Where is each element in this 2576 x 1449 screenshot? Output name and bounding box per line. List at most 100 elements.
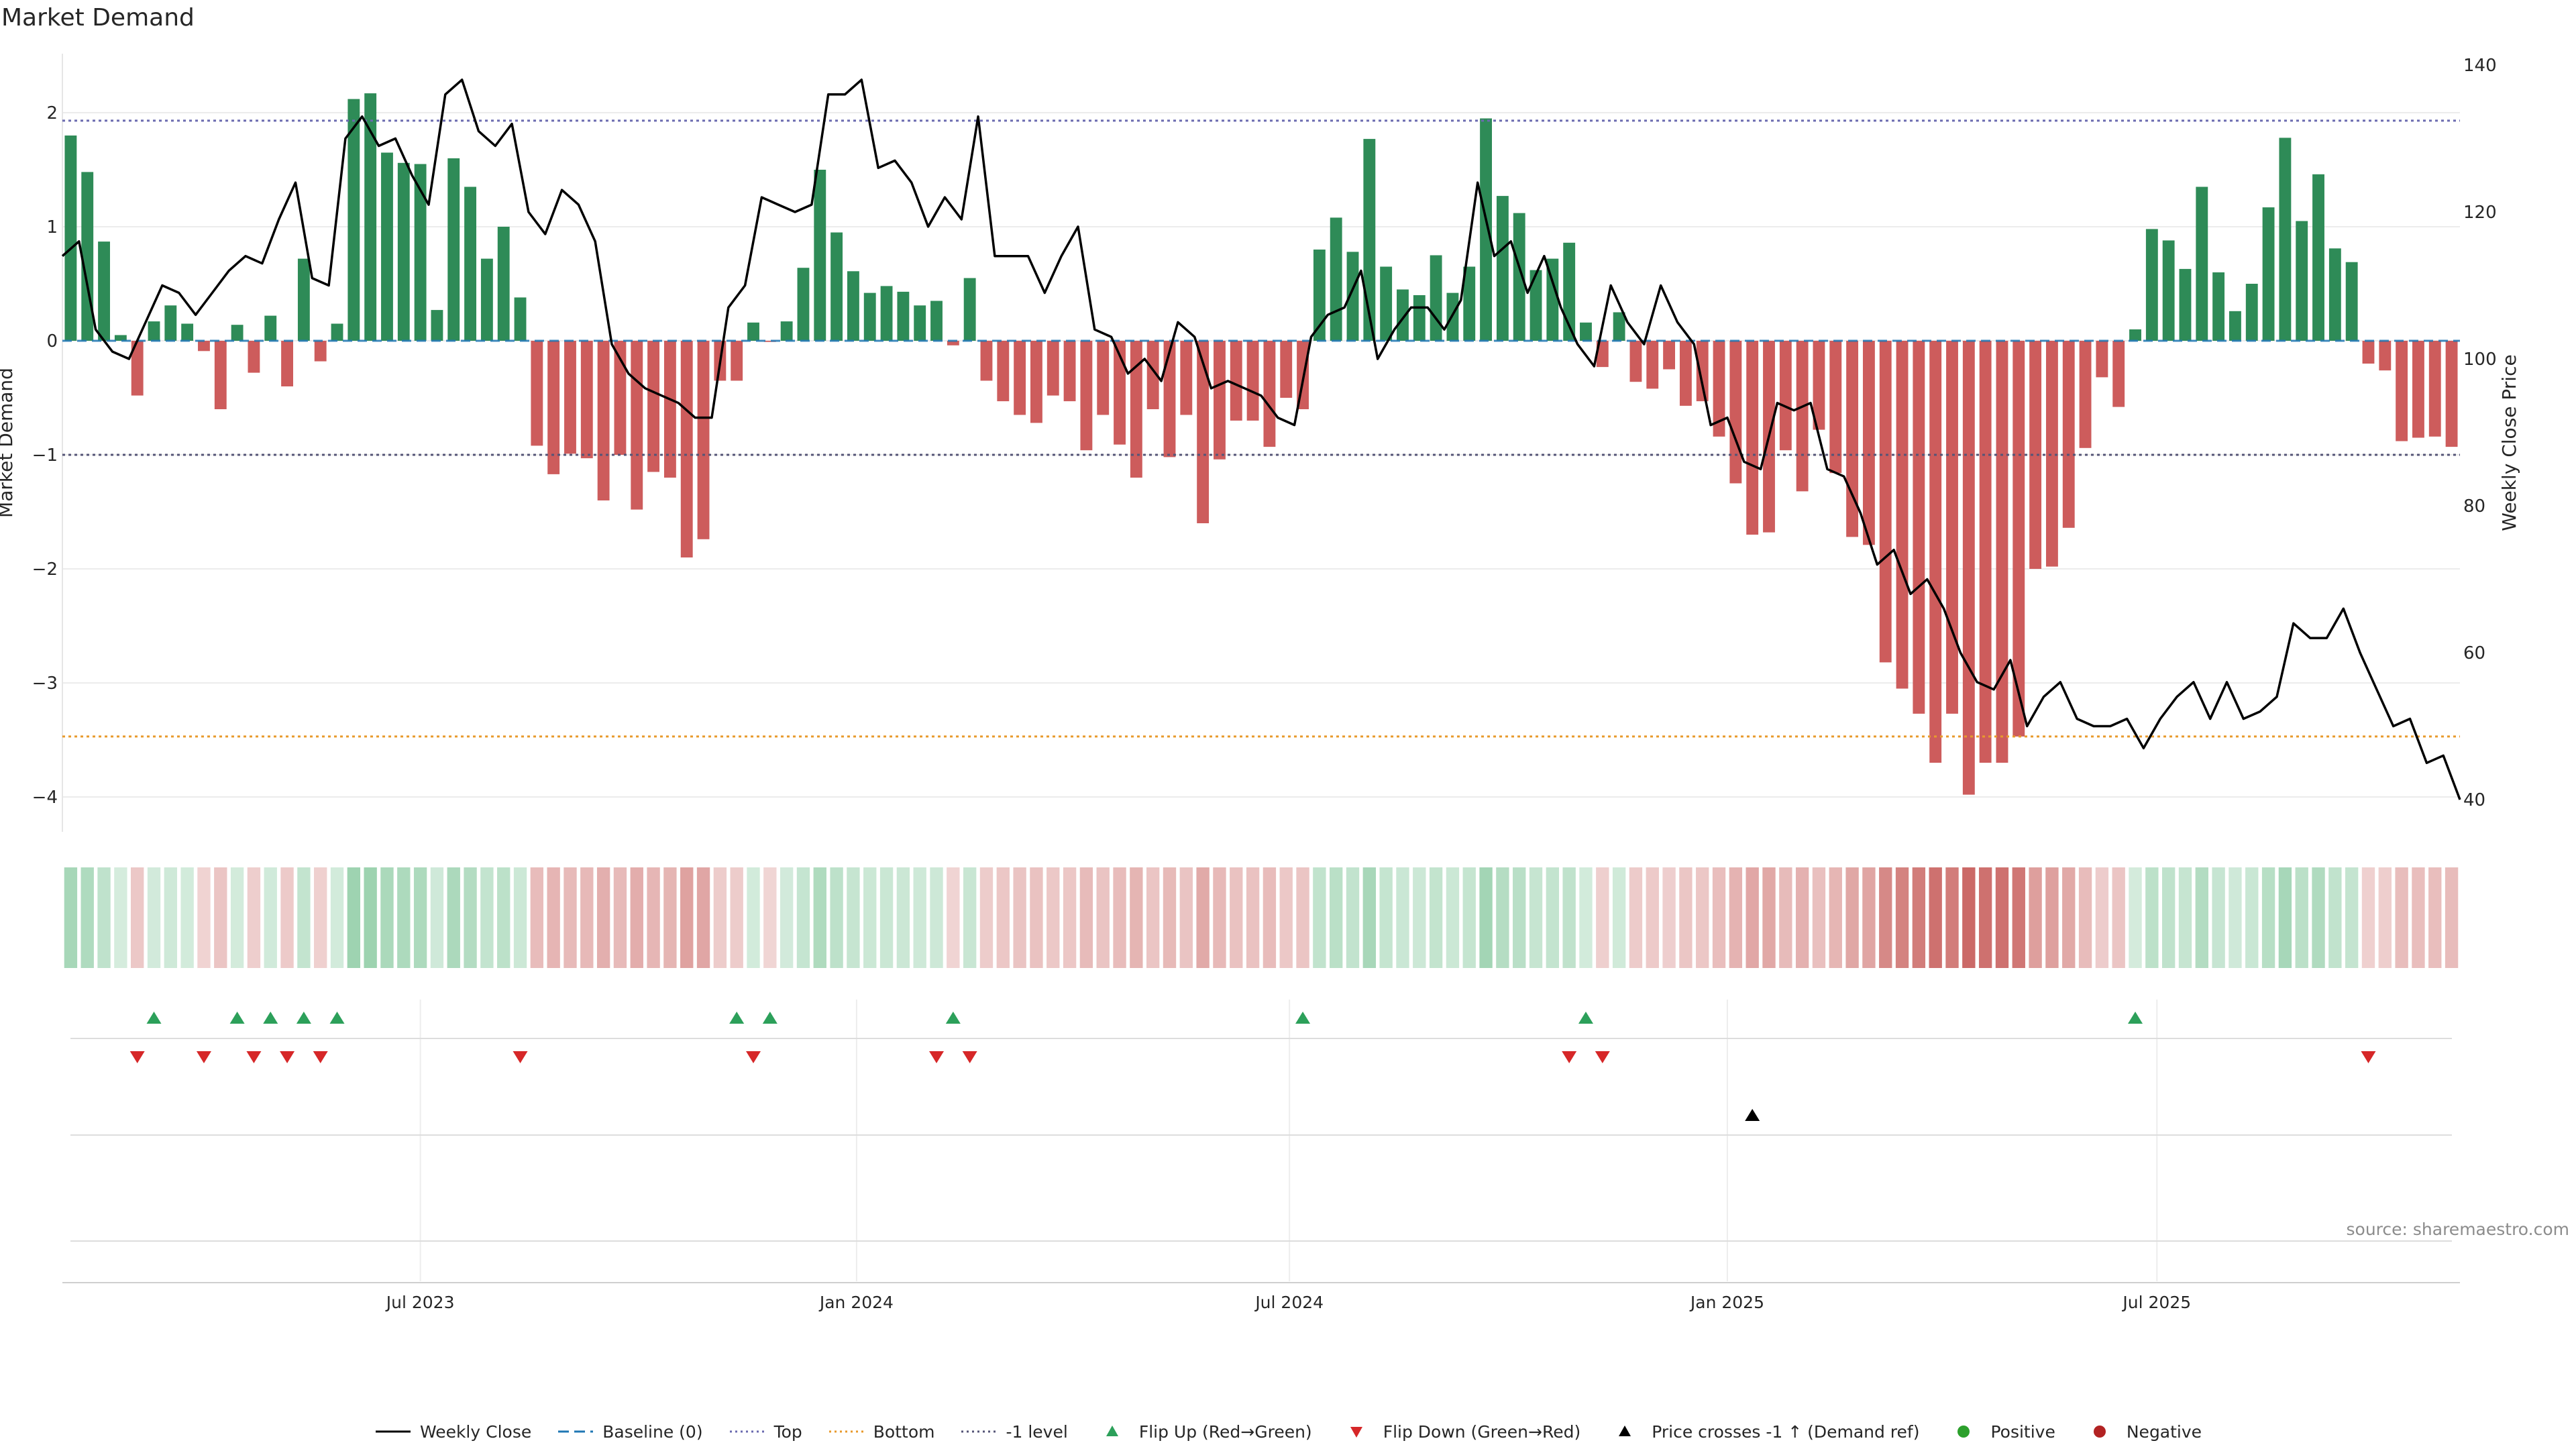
heat-cell — [2145, 867, 2159, 968]
heat-cell — [1845, 867, 1859, 968]
demand-bar-negative — [2396, 341, 2408, 441]
flip-down-marker — [2361, 1051, 2376, 1063]
flip-down-marker — [746, 1051, 761, 1063]
y-tick-label: −3 — [32, 674, 58, 694]
heat-cell — [947, 867, 960, 968]
demand-bar-negative — [2379, 341, 2392, 371]
demand-bar-positive — [1413, 295, 1426, 341]
heat-cell — [2178, 867, 2192, 968]
demand-bar-negative — [597, 341, 610, 500]
heat-cell — [2245, 867, 2259, 968]
demand-bar-negative — [2362, 341, 2375, 364]
legend-label: Weekly Close — [419, 1421, 532, 1442]
heat-cell — [1179, 867, 1193, 968]
y2-tick-label: 120 — [2463, 203, 2497, 223]
heat-cell — [1962, 867, 1976, 968]
legend-dotted-icon — [729, 1430, 765, 1433]
demand-bar-positive — [2262, 207, 2275, 341]
weekly-close-line — [61, 78, 2461, 800]
demand-bar-positive — [297, 258, 310, 341]
heat-cell — [813, 867, 826, 968]
heat-cell — [513, 867, 527, 968]
heat-cell — [1679, 867, 1693, 968]
heat-cell — [780, 867, 794, 968]
demand-bar-negative — [1713, 341, 1725, 437]
demand-bar-negative — [2445, 341, 2458, 447]
flip-down-marker — [1562, 1051, 1577, 1063]
heat-cell — [2428, 867, 2442, 968]
demand-bar-positive — [880, 286, 893, 341]
heat-cell — [280, 867, 294, 968]
demand-bar-negative — [1696, 341, 1709, 402]
demand-bar-negative — [731, 341, 743, 381]
demand-bar-negative — [663, 341, 676, 478]
demand-bar-positive — [114, 335, 127, 341]
tick-labels-layer: 2 1 0 −1 −2 −3 −4 140 120 100 80 60 40 — [32, 56, 2497, 810]
heat-cell — [230, 867, 244, 968]
heat-cell — [1579, 867, 1593, 968]
heat-cell — [2278, 867, 2292, 968]
flip-down-marker — [1595, 1051, 1610, 1063]
heat-cell — [497, 867, 511, 968]
demand-bar-positive — [830, 232, 843, 341]
heat-cell — [2029, 867, 2042, 968]
demand-bar-positive — [930, 301, 943, 341]
heat-cell — [247, 867, 261, 968]
legend: Weekly Close Baseline (0) Top Bottom -1 … — [0, 1417, 2576, 1446]
flip-up-marker — [296, 1012, 311, 1024]
legend-item-minus-one: -1 level — [960, 1421, 1068, 1442]
heat-cell — [763, 867, 777, 968]
heat-cell — [1013, 867, 1026, 968]
x-tick-label: Jan 2025 — [1689, 1293, 1764, 1312]
flip-up-marker — [263, 1012, 278, 1024]
legend-item-bottom: Bottom — [828, 1421, 935, 1442]
demand-bar-positive — [2328, 248, 2341, 341]
heat-cell — [1712, 867, 1726, 968]
demand-bar-negative — [1913, 341, 1925, 714]
demand-bar-negative — [1246, 341, 1259, 421]
legend-label: Bottom — [873, 1421, 935, 1442]
heat-cell — [1362, 867, 1377, 968]
legend-item-top: Top — [729, 1421, 802, 1442]
heat-cell — [314, 867, 327, 968]
demand-bar-negative — [248, 341, 260, 373]
demand-bar-positive — [2179, 268, 2192, 341]
heat-cell — [1795, 867, 1809, 968]
demand-bar-positive — [747, 322, 759, 341]
demand-bar-negative — [1962, 341, 1975, 795]
demand-bar-positive — [1463, 266, 1476, 341]
flip-down-marker — [962, 1051, 977, 1063]
heat-cell — [1513, 867, 1526, 968]
flip-up-marker — [762, 1012, 777, 1024]
demand-bar-negative — [580, 341, 593, 459]
heat-cell — [413, 867, 427, 968]
x-tick-label: Jul 2024 — [1254, 1293, 1324, 1312]
x-tick-label: Jul 2023 — [385, 1293, 455, 1312]
heat-cell — [1945, 867, 1959, 968]
y-tick-label: −2 — [32, 559, 58, 580]
flip-down-marker — [129, 1051, 145, 1063]
heat-cell — [2129, 867, 2142, 968]
heat-cell — [913, 867, 926, 968]
demand-bar-negative — [1263, 341, 1276, 447]
heat-cell — [2378, 867, 2392, 968]
demand-bar-positive — [181, 323, 194, 341]
flip-down-marker — [246, 1051, 262, 1063]
demand-bar-positive — [2145, 229, 2158, 341]
demand-bar-positive — [148, 321, 160, 341]
demand-bar-negative — [2412, 341, 2424, 438]
demand-bar-positive — [2229, 311, 2241, 341]
heat-cell — [2161, 867, 2176, 968]
heat-cell — [1995, 867, 2009, 968]
demand-bar-positive — [81, 172, 94, 341]
demand-bar-negative — [1663, 341, 1676, 370]
heat-cell — [1330, 867, 1343, 968]
heat-cell — [1779, 867, 1792, 968]
demand-bar-positive — [2129, 329, 2141, 341]
flip-up-marker — [945, 1012, 961, 1024]
legend-dash-icon — [558, 1430, 594, 1433]
heat-cell — [1396, 867, 1409, 968]
bars-layer — [64, 93, 2458, 795]
demand-bar-positive — [1496, 196, 1509, 341]
price-cross-marker — [1745, 1109, 1760, 1121]
